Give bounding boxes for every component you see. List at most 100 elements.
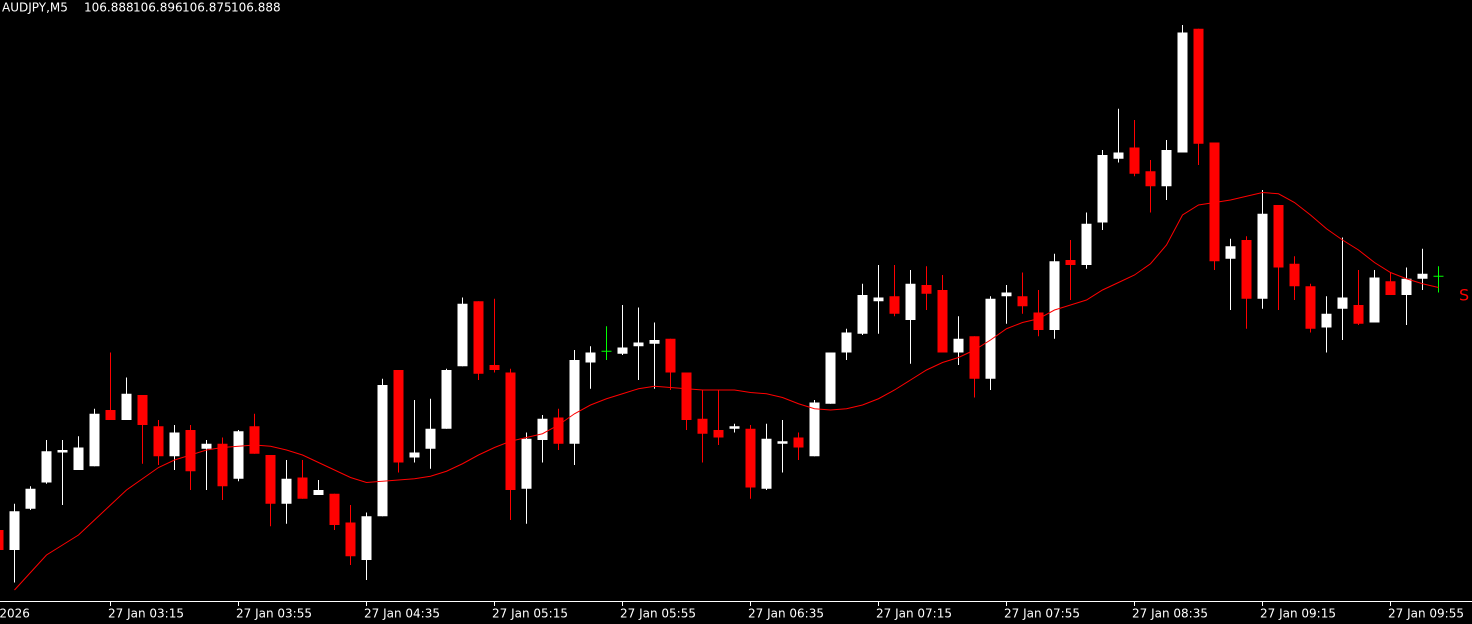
- candle-body: [1177, 32, 1188, 153]
- candle-body: [617, 347, 628, 354]
- x-tick-label: 27 Jan 09:55: [1388, 607, 1464, 621]
- candle-body: [441, 370, 452, 429]
- candle-body: [265, 455, 276, 504]
- candle-body: [1161, 150, 1172, 187]
- ohlc-readout: 106.896: [133, 1, 183, 15]
- candle-body: [905, 283, 916, 320]
- candle-body: [1273, 205, 1284, 268]
- candle-body: [649, 340, 660, 344]
- candle-body: [297, 477, 308, 499]
- candle-body: [9, 511, 20, 550]
- date-label: 27 Jan 2026: [0, 607, 30, 621]
- candle-body: [1241, 240, 1252, 299]
- x-tick-label: 27 Jan 05:15: [492, 607, 568, 621]
- candle-body: [201, 443, 212, 449]
- candle-body: [857, 295, 868, 334]
- moving-average: [14, 191, 1439, 591]
- candle-body: [1225, 246, 1236, 259]
- candle-body: [329, 493, 340, 525]
- candle-body: [233, 431, 244, 479]
- x-tick-label: 27 Jan 06:35: [748, 607, 824, 621]
- candle-body: [425, 428, 436, 449]
- candle-body: [473, 301, 484, 374]
- candle-body: [249, 426, 260, 454]
- x-tick-label: 27 Jan 03:15: [108, 607, 184, 621]
- candle-body: [953, 338, 964, 353]
- candle-body: [217, 443, 228, 487]
- x-tick-label: 27 Jan 09:15: [1260, 607, 1336, 621]
- x-tick-label: 27 Jan 03:55: [236, 607, 312, 621]
- x-tick-label: 27 Jan 07:55: [1004, 607, 1080, 621]
- candle-body: [1321, 313, 1332, 328]
- candle-body: [1081, 223, 1092, 265]
- candle-body: [41, 451, 52, 483]
- candle-body: [745, 428, 756, 488]
- candle-body: [377, 385, 388, 517]
- candle-body: [361, 516, 372, 560]
- candle-body: [1289, 263, 1300, 287]
- candle-body: [969, 336, 980, 379]
- candle-body: [569, 360, 580, 444]
- candle-body: [1097, 155, 1108, 223]
- candle-body: [665, 338, 676, 373]
- candle-body: [1113, 152, 1124, 159]
- candle-body: [89, 413, 100, 467]
- candle-body: [153, 426, 164, 457]
- ohlc-readout: 106.875: [182, 1, 232, 15]
- candle-body: [681, 372, 692, 420]
- candle-body: [57, 450, 68, 453]
- candle-body: [793, 437, 804, 448]
- candle-body: [1033, 312, 1044, 330]
- candle-body: [345, 522, 356, 557]
- candle-body: [281, 478, 292, 504]
- candle-body: [1401, 278, 1412, 295]
- candle-body: [825, 352, 836, 404]
- candle-body: [1385, 281, 1396, 295]
- candle-body: [777, 441, 788, 444]
- candle-body: [313, 490, 324, 495]
- marker-text: S: [1459, 286, 1469, 305]
- candle-body: [809, 402, 820, 457]
- candle-body: [505, 372, 516, 490]
- candle-body: [585, 352, 596, 363]
- candle-body: [633, 342, 644, 347]
- candle-body: [457, 303, 468, 367]
- ohlc-readout: 106.888: [231, 1, 281, 15]
- candle-body: [889, 296, 900, 314]
- candle-body: [521, 438, 532, 489]
- candle-body: [1065, 260, 1076, 265]
- candle-body: [841, 332, 852, 353]
- candle-body: [921, 285, 932, 294]
- candle-body: [1129, 147, 1140, 174]
- candle-body: [73, 447, 84, 470]
- candle-body: [1193, 28, 1204, 144]
- candle-body: [937, 290, 948, 353]
- candle-body: [1001, 292, 1012, 297]
- candle-body: [1369, 277, 1380, 323]
- candle-body: [393, 370, 404, 463]
- candle-body: [121, 393, 132, 420]
- candle-body: [185, 430, 196, 472]
- x-tick-label: 27 Jan 04:35: [364, 607, 440, 621]
- x-tick-label: 27 Jan 07:15: [876, 607, 952, 621]
- chart-title: AUDJPY,M5: [2, 1, 68, 15]
- candle-body: [169, 432, 180, 457]
- candle-body: [697, 418, 708, 434]
- x-tick-label: 27 Jan 05:55: [620, 607, 696, 621]
- candle-body: [1209, 142, 1220, 262]
- candle-body: [489, 365, 500, 370]
- candle-body: [409, 452, 420, 458]
- candle-body: [1353, 305, 1364, 324]
- candle-body: [729, 426, 740, 429]
- candle-body: [553, 417, 564, 444]
- candle-body: [1305, 286, 1316, 329]
- candle-body: [105, 410, 116, 420]
- x-tick-label: 27 Jan 08:35: [1132, 607, 1208, 621]
- candle-body: [1337, 297, 1348, 309]
- candle-body: [1417, 273, 1428, 279]
- ohlc-readout: 106.888: [84, 1, 134, 15]
- candle-body: [137, 395, 148, 425]
- candle-body: [537, 418, 548, 440]
